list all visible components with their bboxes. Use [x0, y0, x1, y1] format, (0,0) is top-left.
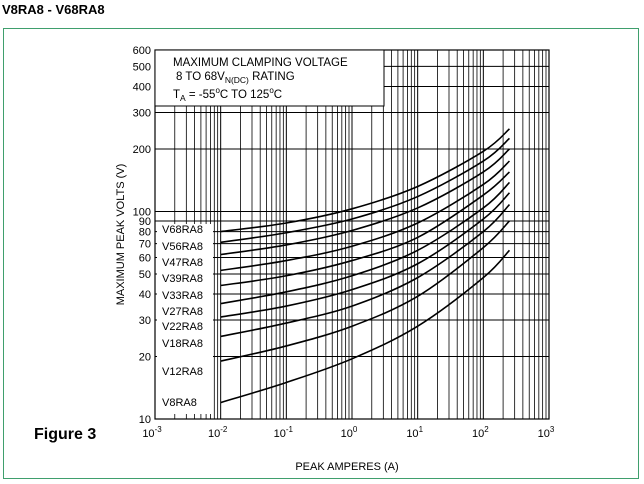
y-tick-label: 80 — [139, 227, 151, 239]
legend-label-v22ra8: V22RA8 — [162, 321, 203, 333]
y-tick-label: 50 — [139, 269, 151, 281]
y-tick-label: 600 — [133, 45, 151, 57]
legend-label-v56ra8: V56RA8 — [162, 241, 203, 253]
ticks-layer: 10203040506070809010020030040050060010-3… — [133, 45, 555, 440]
series-line-v33ra8 — [220, 171, 511, 287]
y-axis-label: MAXIMUM PEAK VOLTS (V) — [115, 164, 127, 306]
legend-box — [157, 224, 213, 414]
series-line-v12ra8 — [220, 220, 511, 362]
series-line-v39ra8 — [220, 160, 511, 272]
y-tick-label: 400 — [133, 82, 151, 94]
x-tick-label: 100 — [341, 425, 358, 440]
legend-label-v39ra8: V39RA8 — [162, 273, 203, 285]
series-line-v47ra8 — [220, 148, 511, 256]
series-line-v18ra8 — [220, 203, 511, 338]
y-tick-label: 30 — [139, 315, 151, 327]
series-line-v56ra8 — [220, 137, 511, 244]
series-line-v22ra8 — [220, 192, 511, 318]
series-line-v27ra8 — [220, 181, 511, 305]
title-line-1: MAXIMUM CLAMPING VOLTAGE — [173, 57, 348, 69]
title-line-2: 8 TO 68VN(DC) RATING — [176, 71, 295, 85]
legend-label-v33ra8: V33RA8 — [162, 290, 203, 302]
legend-label-v18ra8: V18RA8 — [162, 338, 203, 350]
figure-label: Figure 3 — [34, 426, 97, 443]
y-tick-label: 100 — [133, 206, 151, 218]
series-line-v68ra8 — [220, 128, 510, 233]
x-tick-label: 103 — [538, 425, 555, 440]
page-title: V8RA8 - V68RA8 — [2, 2, 105, 17]
y-tick-label: 70 — [139, 239, 151, 251]
legend-layer: V68RA8 V56RA8 V47RA8 V39RA8 V33RA8 V27RA8 V22R… — [162, 224, 203, 409]
y-tick-label: 300 — [133, 107, 151, 119]
legend-label-v27ra8: V27RA8 — [162, 306, 203, 318]
x-tick-label: 10-2 — [208, 425, 228, 440]
title-line-3: TA = -55oC TO 125oC — [173, 86, 282, 103]
y-tick-label: 20 — [139, 352, 151, 364]
title-box — [154, 49, 385, 107]
series-layer — [220, 128, 511, 404]
legend-label-v68ra8: V68RA8 — [162, 224, 203, 236]
legend-label-v8ra8: V8RA8 — [162, 397, 197, 409]
legend-label-v47ra8: V47RA8 — [162, 257, 203, 269]
y-tick-label: 200 — [133, 144, 151, 156]
legend-label-v12ra8: V12RA8 — [162, 366, 203, 378]
y-tick-label: 90 — [139, 216, 151, 228]
series-line-v8ra8 — [220, 249, 511, 404]
x-tick-label: 102 — [472, 425, 489, 440]
x-tick-label: 10-1 — [274, 425, 294, 440]
y-tick-label: 10 — [139, 414, 151, 426]
y-tick-label: 40 — [139, 289, 151, 301]
x-tick-label: 10-3 — [142, 425, 162, 440]
x-tick-label: 101 — [406, 425, 423, 440]
y-tick-label: 500 — [133, 61, 151, 73]
y-tick-label: 60 — [139, 253, 151, 265]
title-line-1-text: MAXIMUM CLAMPING VOLTAGE — [173, 57, 348, 69]
x-axis-label: PEAK AMPERES (A) — [295, 461, 398, 473]
